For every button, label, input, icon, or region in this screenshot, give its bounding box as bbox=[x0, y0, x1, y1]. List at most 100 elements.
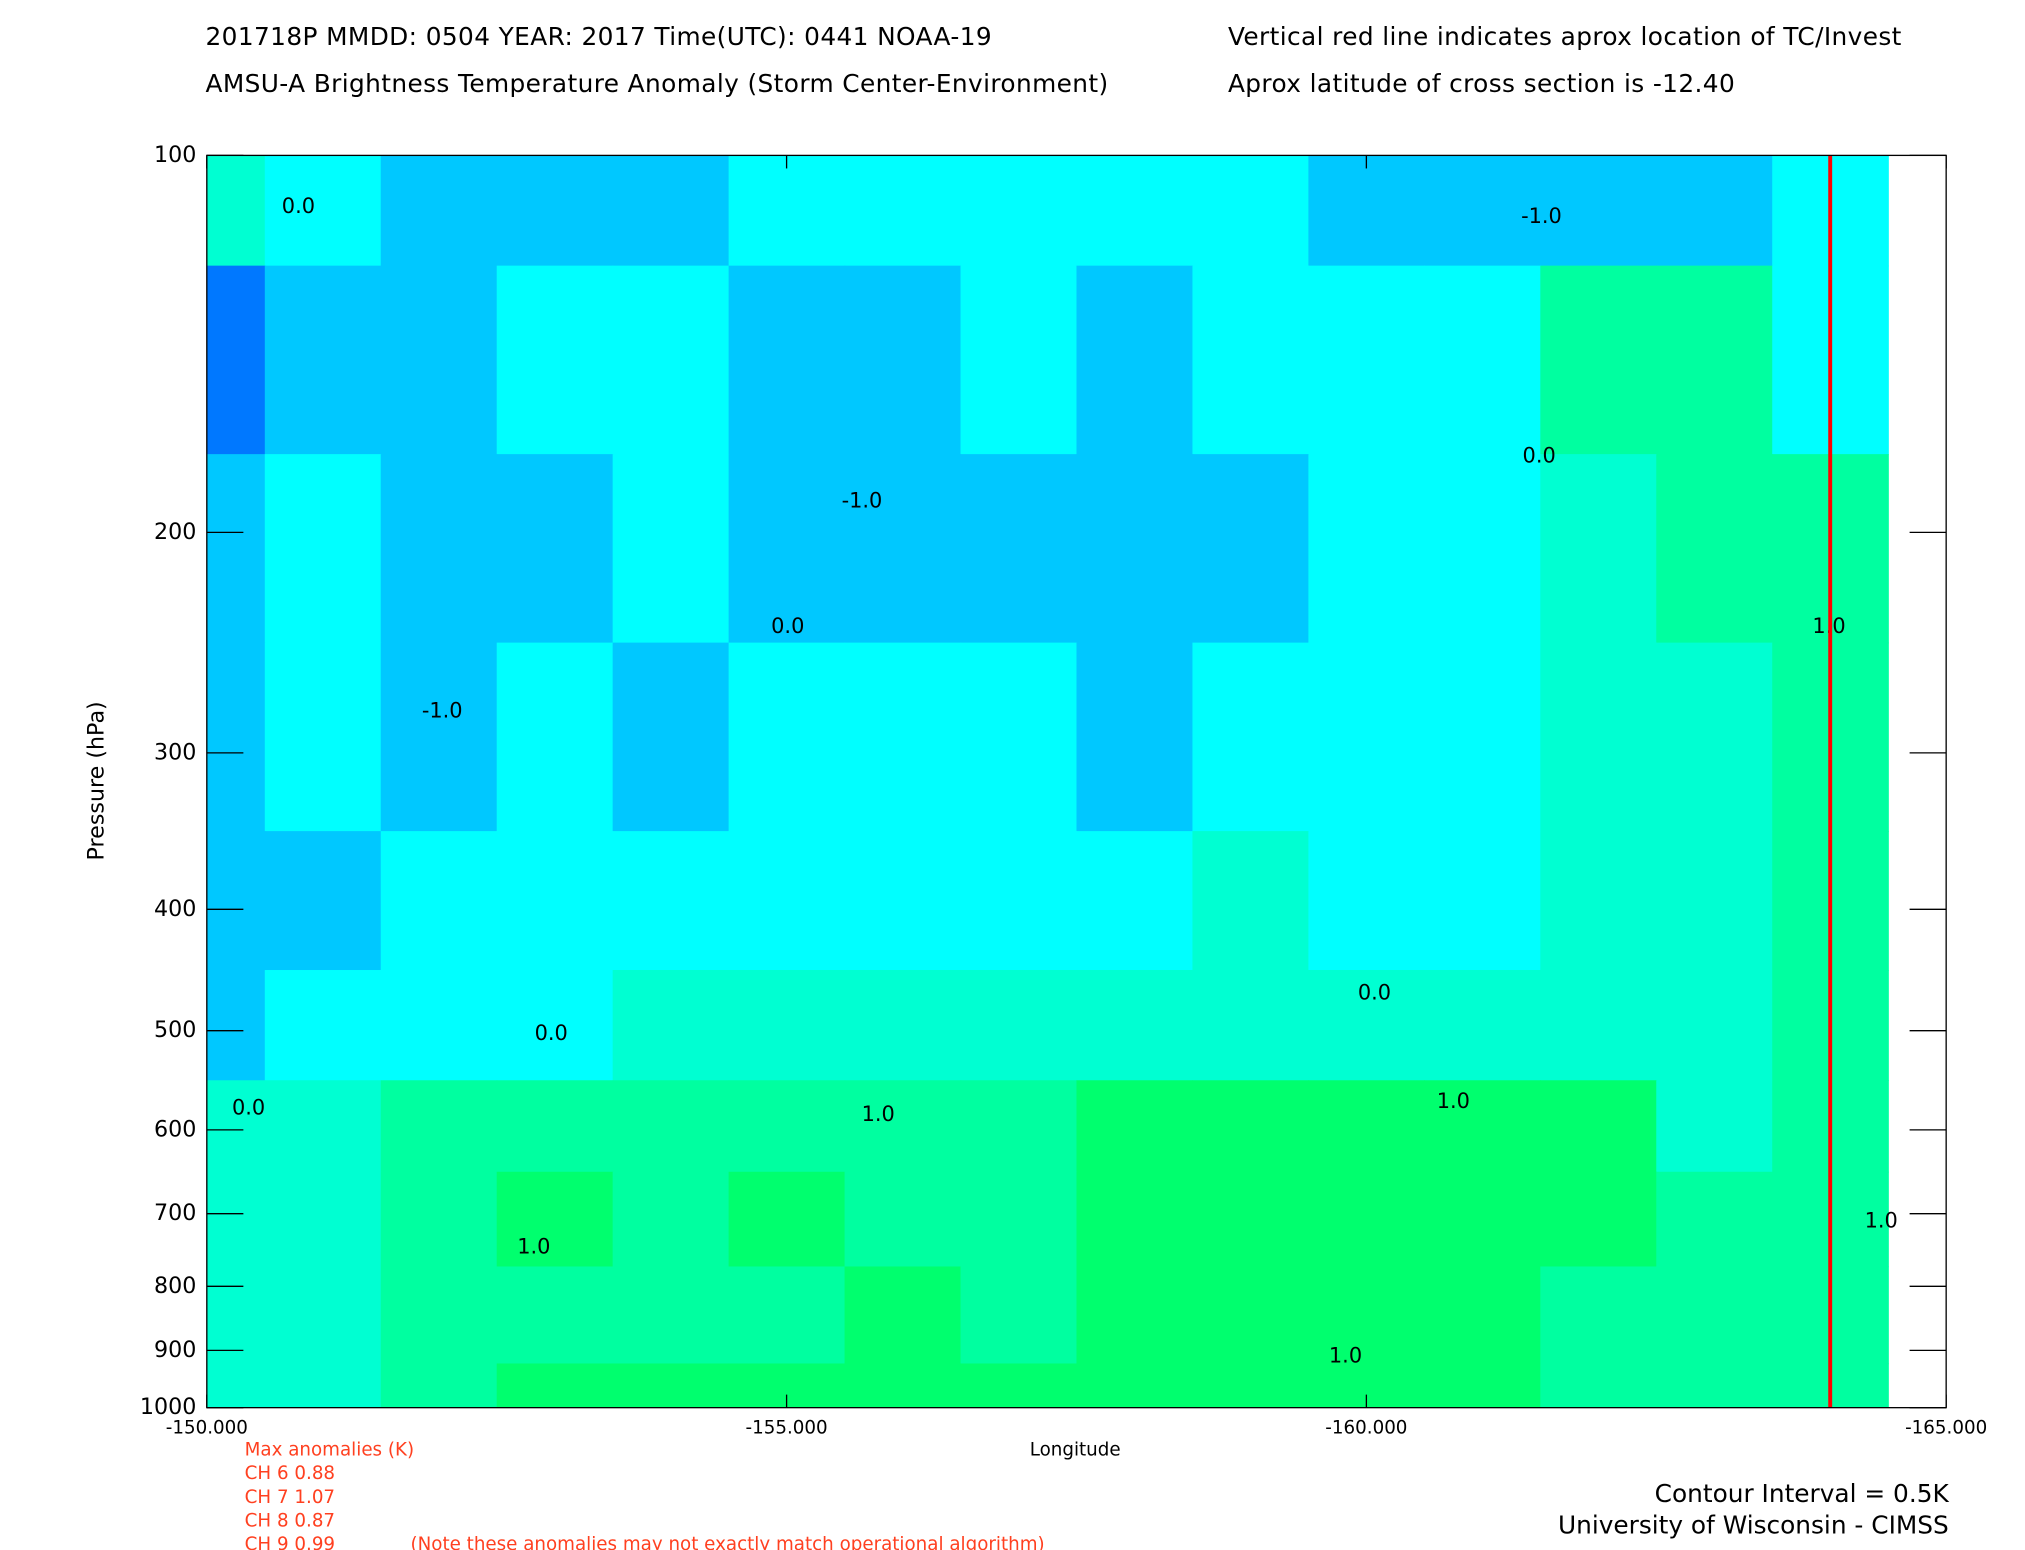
cell bbox=[960, 1266, 1078, 1365]
cell bbox=[1540, 1363, 1657, 1408]
cell bbox=[206, 1171, 266, 1268]
cell bbox=[728, 831, 846, 971]
cell bbox=[1192, 642, 1310, 832]
cell bbox=[496, 155, 614, 267]
cell bbox=[1308, 642, 1426, 832]
cell bbox=[206, 831, 266, 971]
cell bbox=[206, 1266, 266, 1365]
cell bbox=[960, 831, 1078, 971]
y-axis-label: Pressure (hPa) bbox=[84, 701, 110, 860]
cell bbox=[728, 642, 846, 832]
cell bbox=[380, 970, 498, 1081]
cell bbox=[612, 265, 730, 455]
cell bbox=[264, 1080, 382, 1173]
contour-label: 0.0 bbox=[1523, 444, 1556, 468]
cell bbox=[380, 831, 498, 971]
cell bbox=[612, 1363, 730, 1408]
cell bbox=[1540, 1266, 1657, 1365]
cell bbox=[1192, 1080, 1310, 1173]
cell bbox=[264, 970, 382, 1081]
contour-label: 0.0 bbox=[282, 194, 315, 218]
cell bbox=[380, 1171, 498, 1268]
cell bbox=[1424, 1266, 1541, 1365]
contour-label: -1.0 bbox=[422, 698, 463, 722]
contour-label: 1.0 bbox=[862, 1102, 895, 1126]
cell bbox=[844, 1266, 962, 1365]
cell bbox=[380, 454, 498, 644]
cell bbox=[1424, 1080, 1541, 1173]
cell bbox=[1656, 1171, 1773, 1268]
contour-label: 0.0 bbox=[535, 1021, 568, 1045]
contour-label: 1.0 bbox=[1865, 1208, 1898, 1232]
y-tick-label: 800 bbox=[154, 1273, 196, 1299]
cell bbox=[1424, 1171, 1541, 1268]
cell bbox=[1540, 1171, 1657, 1268]
cell bbox=[1192, 970, 1310, 1081]
cell bbox=[264, 1266, 382, 1365]
cell bbox=[206, 265, 266, 455]
cell bbox=[1424, 1363, 1541, 1408]
overlay: 0.0 -1.0 -1.0 0.0 -1.0 0.0 1.0 0.0 0.0 1.0 0.0 1.0 1… bbox=[140, 142, 1987, 1439]
plot-frame bbox=[206, 154, 1947, 1409]
x-tick-label: -155.000 bbox=[746, 1418, 828, 1439]
contour-label: 0.0 bbox=[771, 614, 804, 638]
cell bbox=[844, 454, 962, 644]
cell bbox=[1656, 1363, 1773, 1408]
cell bbox=[264, 265, 382, 455]
cell bbox=[728, 155, 846, 267]
cell bbox=[1308, 1266, 1426, 1365]
cell bbox=[1656, 642, 1773, 832]
y-tick-label: 1000 bbox=[140, 1394, 196, 1420]
cell bbox=[1076, 265, 1194, 455]
cell bbox=[380, 642, 498, 832]
cell bbox=[1076, 1363, 1194, 1408]
cell bbox=[496, 1266, 614, 1365]
cell bbox=[380, 1080, 498, 1173]
cell bbox=[206, 642, 266, 832]
cell bbox=[1656, 265, 1773, 455]
x-tick-label: -160.000 bbox=[1325, 1418, 1407, 1439]
cell bbox=[612, 1171, 730, 1268]
cell bbox=[1308, 970, 1426, 1081]
cell bbox=[960, 1171, 1078, 1268]
y-tick-label: 500 bbox=[154, 1017, 196, 1043]
cell bbox=[1308, 454, 1426, 644]
cell bbox=[728, 454, 846, 644]
cell bbox=[1424, 155, 1541, 267]
anomaly-line: CH 9 0.99 bbox=[245, 1534, 335, 1550]
cell bbox=[960, 1363, 1078, 1408]
anomaly-line: CH 7 1.07 bbox=[245, 1487, 335, 1508]
anomaly-line: CH 8 0.87 bbox=[245, 1510, 335, 1531]
contour-label: -1.0 bbox=[842, 489, 883, 513]
x-tick-label: -150.000 bbox=[166, 1418, 248, 1439]
cell bbox=[1540, 155, 1657, 267]
cell bbox=[1424, 831, 1541, 971]
cell bbox=[728, 1171, 846, 1268]
cell bbox=[1540, 265, 1657, 455]
cell bbox=[960, 155, 1078, 267]
header-line: 201718P MMDD: 0504 YEAR: 2017 Time(UTC):… bbox=[206, 22, 993, 51]
cell bbox=[1076, 1080, 1194, 1173]
cell bbox=[844, 1363, 962, 1408]
cell bbox=[1076, 1266, 1194, 1365]
cell bbox=[612, 1266, 730, 1365]
cell bbox=[960, 1080, 1078, 1173]
cell bbox=[1308, 1080, 1426, 1173]
cell bbox=[1076, 1171, 1194, 1268]
cell bbox=[1656, 155, 1773, 267]
cell bbox=[1540, 642, 1657, 832]
cell bbox=[728, 970, 846, 1081]
x-tick-label: -165.000 bbox=[1905, 1418, 1987, 1439]
contour-label: 0.0 bbox=[232, 1096, 265, 1120]
cell bbox=[844, 1171, 962, 1268]
cell bbox=[264, 831, 382, 971]
y-tick-label: 600 bbox=[154, 1116, 196, 1142]
cell bbox=[1076, 155, 1194, 267]
cell bbox=[1656, 970, 1773, 1081]
footer-line: Contour Interval = 0.5K bbox=[1655, 1479, 1950, 1508]
footer-line: University of Wisconsin - CIMSS bbox=[1558, 1510, 1949, 1539]
contour-label: 1.0 bbox=[1437, 1089, 1470, 1113]
cell bbox=[960, 454, 1078, 644]
cell bbox=[612, 831, 730, 971]
